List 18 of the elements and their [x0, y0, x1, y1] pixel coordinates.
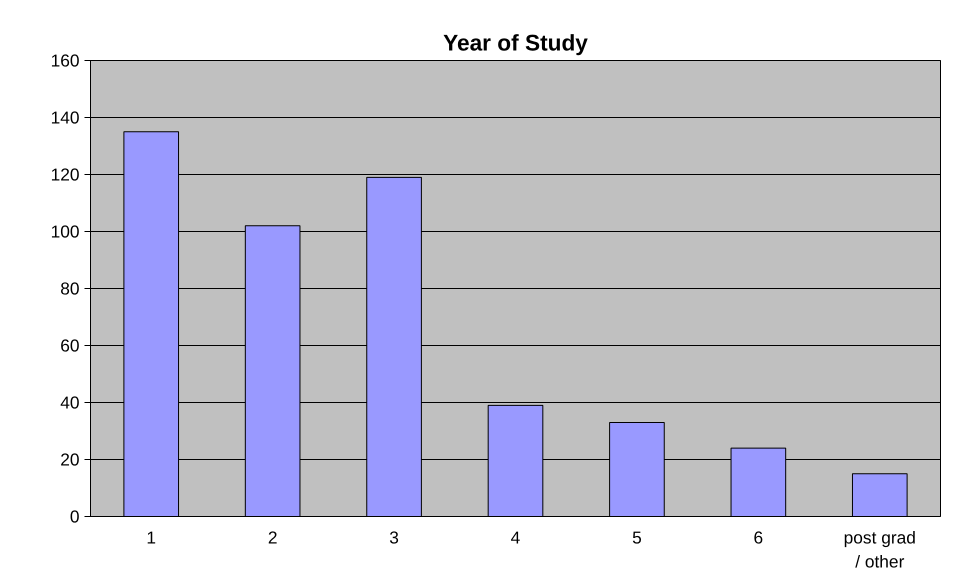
- x-tick-label: 3: [389, 528, 399, 548]
- y-tick-label: 80: [60, 278, 80, 298]
- y-tick-label: 140: [50, 108, 80, 128]
- x-tick-label: 2: [268, 528, 278, 548]
- x-tick-label: 5: [632, 528, 642, 548]
- y-tick-label: 160: [50, 50, 80, 70]
- x-tick-label: post grad / other: [844, 528, 916, 572]
- y-tick-label: 40: [60, 392, 80, 412]
- y-tick-label: 60: [60, 336, 80, 356]
- chart-title: Year of Study: [443, 30, 588, 56]
- x-tick-label: 1: [146, 528, 156, 548]
- bar: [852, 473, 908, 516]
- y-tick-label: 20: [60, 450, 80, 470]
- y-tick-label: 0: [70, 506, 80, 526]
- y-tick-label: 120: [50, 164, 80, 184]
- x-tick-label: 4: [510, 528, 521, 548]
- x-tick-label: 6: [754, 528, 764, 548]
- y-tick-label: 100: [50, 222, 80, 242]
